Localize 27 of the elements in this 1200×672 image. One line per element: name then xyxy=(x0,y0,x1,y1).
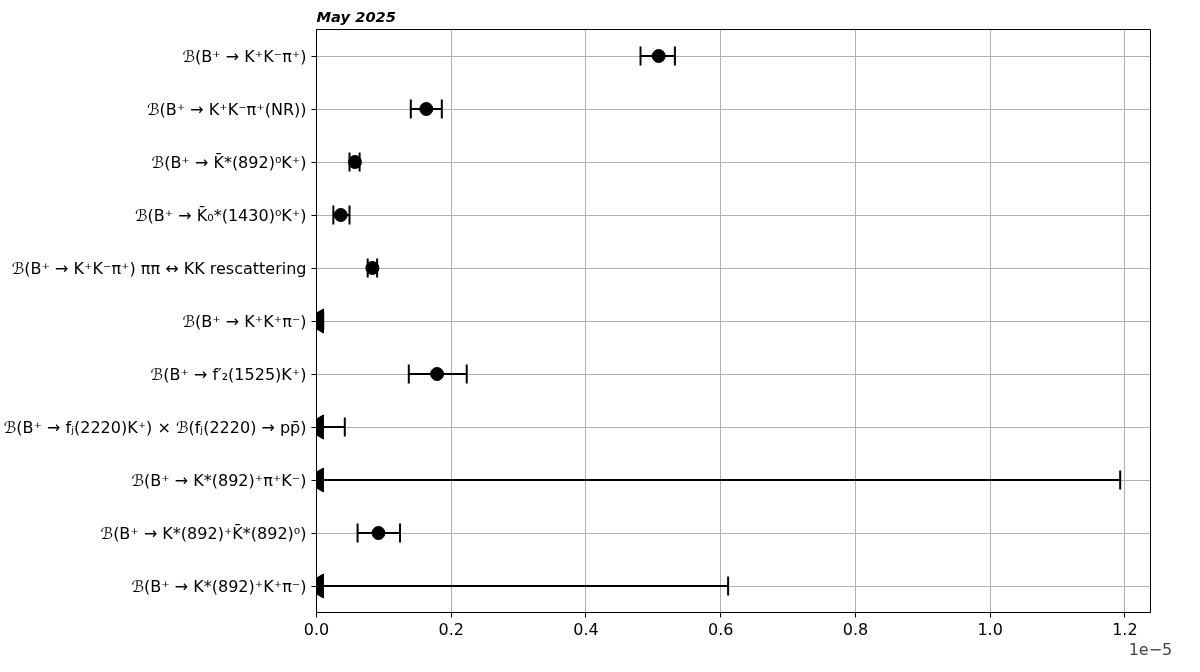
x-tick-label: 0.0 xyxy=(303,619,330,639)
text: 1e−5 xyxy=(1128,639,1173,659)
x-tick-label: 0.6 xyxy=(707,619,734,639)
y-tick-label: ℬ(B⁺ → K⁺K⁻π⁺) ππ ↔ KK rescattering xyxy=(11,258,307,278)
point xyxy=(651,49,666,63)
x-tick-label: 0.2 xyxy=(438,619,464,639)
point xyxy=(430,367,445,381)
point xyxy=(371,526,386,540)
y-tick-label: ℬ(B⁺ → K⁺K⁻π⁺(NR)) xyxy=(146,99,307,119)
x-tick-label: 1.0 xyxy=(977,619,1003,639)
x-tick-label: 1.2 xyxy=(1112,619,1138,639)
point xyxy=(419,102,434,116)
point xyxy=(333,208,348,222)
y-tick-label: ℬ(B⁺ → K̄*(892)⁰K⁺) xyxy=(151,152,307,172)
y-tick-label: ℬ(B⁺ → K*(892)⁺K⁺π⁻) xyxy=(131,576,307,596)
y-tick-label: ℬ(B⁺ → K⁺K⁻π⁺) xyxy=(182,46,307,66)
y-tick-label: ℬ(B⁺ → K*(892)⁺K̄*(892)⁰) xyxy=(100,523,307,543)
y-tick-label: ℬ(B⁺ → fⱼ(2220)K⁺) × ℬ(fⱼ(2220) → pp̄) xyxy=(3,417,307,437)
y-tick-label: ℬ(B⁺ → K⁺K⁺π⁻) xyxy=(182,311,307,331)
y-tick-label: ℬ(B⁺ → f′₂(1525)K⁺) xyxy=(150,364,307,384)
point xyxy=(347,155,362,169)
y-tick-label: ℬ(B⁺ → K̄₀*(1430)⁰K⁺) xyxy=(134,205,307,225)
point xyxy=(365,261,380,275)
x-tick-label: 0.4 xyxy=(573,619,599,639)
text: May 2025 xyxy=(316,7,396,25)
x-tick-label: 0.8 xyxy=(842,619,869,639)
y-tick-label: ℬ(B⁺ → K*(892)⁺π⁺K⁻) xyxy=(131,470,307,490)
